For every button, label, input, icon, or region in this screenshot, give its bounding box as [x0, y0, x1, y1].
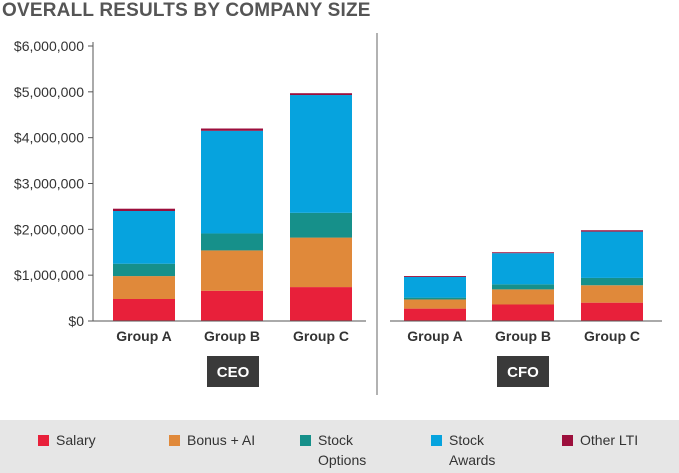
legend-label: Other LTI — [580, 432, 639, 448]
bar-cfo-group-c-other-lti — [581, 230, 643, 232]
legend-swatch — [38, 435, 49, 446]
x-category-label: Group A — [407, 328, 462, 344]
bar-ceo-group-c-stock-options — [290, 212, 352, 238]
legend-label: Stock Options — [318, 432, 367, 468]
bar-cfo-group-b-other-lti — [492, 252, 554, 254]
legend-label: Stock Awards — [449, 432, 496, 468]
bar-ceo-group-b-other-lti — [201, 128, 263, 131]
bar-cfo-group-a-stock-options — [404, 297, 466, 300]
bar-ceo-group-a-salary — [113, 299, 175, 321]
bar-ceo-group-a-other-lti — [113, 208, 175, 211]
group-badge-cfo — [497, 356, 549, 387]
bar-ceo-group-b-stock-awards — [201, 130, 263, 234]
y-tick-label: $3,000,000 — [14, 176, 84, 192]
group-badge-label: CFO — [507, 364, 539, 381]
bar-cfo-group-b-stock-awards — [492, 253, 554, 285]
bar-cfo-group-b-stock-options — [492, 284, 554, 290]
bar-ceo-group-a-stock-options — [113, 263, 175, 277]
bar-cfo-group-c-bonus-ai — [581, 285, 643, 303]
bar-ceo-group-a-stock-awards — [113, 211, 175, 264]
legend-label: Bonus + AI — [187, 432, 256, 448]
bar-cfo-group-a-stock-awards — [404, 277, 466, 298]
legend-label: Salary — [56, 432, 96, 448]
x-category-label: Group C — [584, 328, 640, 344]
legend-swatch — [431, 435, 442, 446]
y-tick-label: $5,000,000 — [14, 84, 84, 100]
y-tick-label: $2,000,000 — [14, 221, 84, 237]
bar-ceo-group-a-bonus-ai — [113, 276, 175, 299]
bar-ceo-group-b-salary — [201, 290, 263, 321]
legend-swatch — [300, 435, 311, 446]
y-tick-label: $6,000,000 — [14, 38, 84, 54]
bar-ceo-group-b-bonus-ai — [201, 250, 263, 291]
y-tick-label: $4,000,000 — [14, 130, 84, 146]
bar-cfo-group-a-salary — [404, 308, 466, 321]
group-badge-ceo — [207, 356, 259, 387]
chart-title: OVERALL RESULTS BY COMPANY SIZE — [2, 0, 371, 21]
bar-ceo-group-b-stock-options — [201, 233, 263, 251]
bar-cfo-group-a-bonus-ai — [404, 299, 466, 309]
bar-cfo-group-c-stock-options — [581, 277, 643, 286]
legend-swatch — [562, 435, 573, 446]
bar-ceo-group-c-salary — [290, 287, 352, 321]
bar-cfo-group-b-bonus-ai — [492, 289, 554, 305]
legend-swatch — [169, 435, 180, 446]
bar-ceo-group-c-other-lti — [290, 93, 352, 96]
bar-ceo-group-c-bonus-ai — [290, 237, 352, 288]
x-category-label: Group C — [293, 328, 349, 344]
chart-canvas: $0 $1,000,000 $2,000,000 $3,000,000 $4,000,0… — [14, 33, 662, 395]
y-tick-label: $0 — [68, 313, 84, 329]
bar-cfo-group-c-salary — [581, 302, 643, 321]
x-category-label: Group B — [495, 328, 551, 344]
legend: Salary Bonus + AI Stock Options Stock Award… — [0, 420, 679, 473]
bar-ceo-group-c-stock-awards — [290, 95, 352, 213]
x-category-label: Group A — [116, 328, 171, 344]
bar-cfo-group-b-salary — [492, 304, 554, 321]
bar-cfo-group-a-other-lti — [404, 276, 466, 277]
bar-cfo-group-c-stock-awards — [581, 231, 643, 278]
y-tick-label: $1,000,000 — [14, 267, 84, 283]
x-category-label: Group B — [204, 328, 260, 344]
group-badge-label: CEO — [217, 364, 250, 381]
